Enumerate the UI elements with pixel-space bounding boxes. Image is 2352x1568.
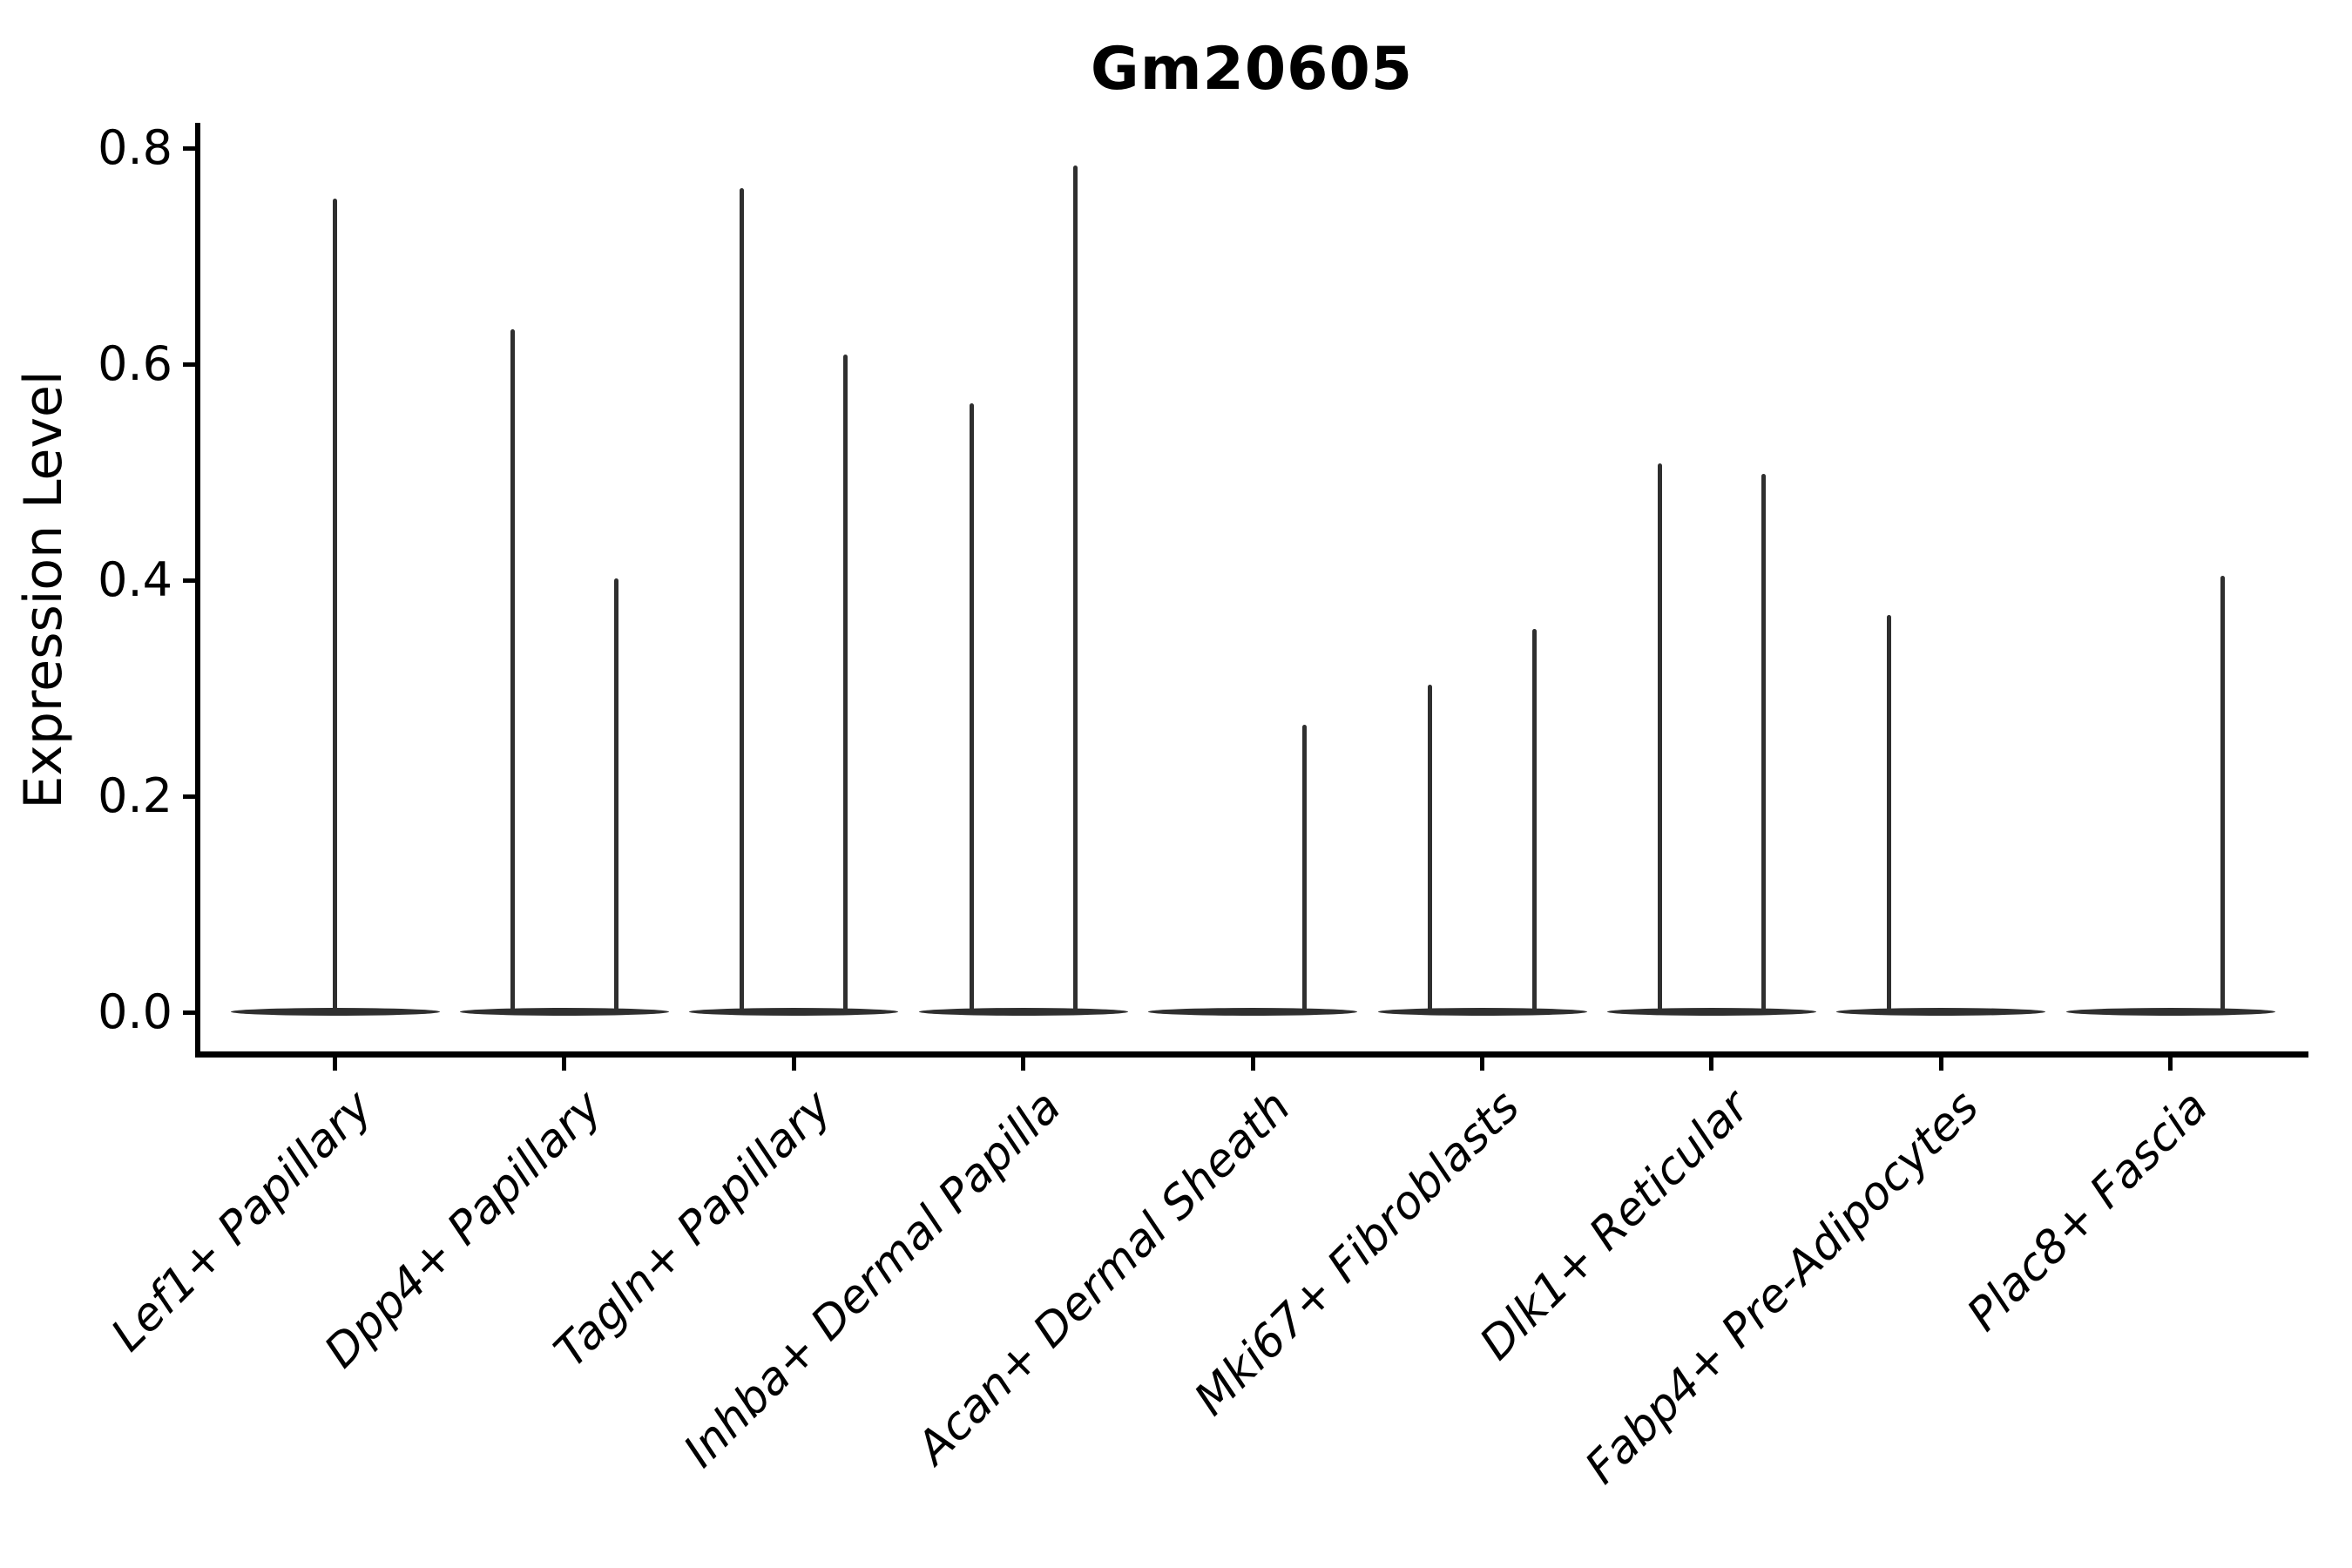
violin-spike (740, 187, 745, 1013)
violin-body (1606, 1008, 1816, 1016)
violin-spike (1657, 463, 1662, 1013)
x-tick-label: Inhba+ Dermal Papilla (673, 1080, 1071, 1478)
y-tick (183, 145, 195, 151)
x-tick (1938, 1058, 1943, 1071)
violin-spike (2220, 576, 2225, 1013)
violin-spike (1428, 685, 1433, 1013)
violin-spike (1072, 165, 1078, 1013)
x-tick (1021, 1058, 1026, 1071)
x-tick-label: Acan+ Dermal Sheath (907, 1080, 1301, 1475)
x-tick-label: Fabp4+ Pre-Adipocytes (1575, 1080, 1990, 1495)
x-tick (1709, 1058, 1714, 1071)
violin-body (1377, 1008, 1587, 1016)
violin-body (459, 1008, 669, 1016)
violin-spike (1302, 725, 1308, 1013)
x-axis-spine (195, 1051, 2308, 1058)
violin-spike (613, 578, 618, 1013)
y-tick (183, 362, 195, 367)
x-tick (562, 1058, 567, 1071)
violin-spike (1887, 614, 1892, 1013)
violin-body (2065, 1008, 2275, 1016)
x-tick (791, 1058, 796, 1071)
y-tick-label: 0.2 (98, 768, 172, 823)
violin-body (689, 1008, 899, 1016)
violin-body (1148, 1008, 1358, 1016)
y-tick (183, 794, 195, 799)
violin-body (1836, 1008, 2046, 1016)
y-axis-spine (195, 123, 200, 1058)
x-tick (2168, 1058, 2173, 1071)
y-tick-label: 0.6 (98, 336, 172, 391)
y-tick-label: 0.0 (98, 984, 172, 1039)
chart-title: Gm20605 (1090, 35, 1414, 104)
x-tick (333, 1058, 337, 1071)
violin-spike (1761, 474, 1766, 1013)
x-tick-label: Plac8+ Fascia (1957, 1080, 2219, 1342)
y-tick-label: 0.4 (98, 552, 172, 607)
violin-spike (510, 329, 515, 1013)
y-tick-label: 0.8 (98, 120, 172, 175)
violin-spike (843, 354, 848, 1013)
x-tick (1480, 1058, 1484, 1071)
y-tick (183, 1010, 195, 1015)
x-tick (1250, 1058, 1255, 1071)
y-tick (183, 578, 195, 583)
violin-spike (969, 402, 974, 1013)
violin-body (918, 1008, 1128, 1016)
violin-spike (333, 199, 337, 1013)
violin-spike (1531, 628, 1537, 1013)
